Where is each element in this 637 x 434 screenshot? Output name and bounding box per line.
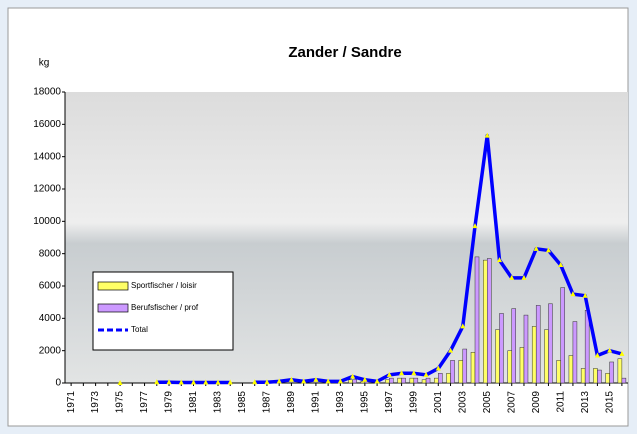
bar [353, 380, 357, 383]
x-tick-label: 1985 [237, 391, 248, 414]
x-tick-label: 1991 [311, 391, 322, 414]
x-tick-label: 2003 [457, 391, 468, 414]
x-tick-label: 1989 [286, 391, 297, 414]
legend-swatch [98, 282, 128, 290]
y-tick-label: 16000 [33, 119, 61, 130]
bar [499, 313, 503, 383]
legend-label: Sportfischer / loisir [131, 281, 197, 290]
x-tick-label: 2013 [580, 391, 591, 414]
bar [508, 351, 512, 383]
x-tick-label: 1999 [408, 391, 419, 414]
bar [618, 359, 622, 383]
bar [557, 360, 561, 383]
y-tick-label: 2000 [39, 345, 62, 356]
x-tick-label: 1987 [262, 391, 273, 414]
page: {"chart_data": { "type": "bar-line", "ti… [0, 0, 637, 434]
bar [402, 378, 406, 383]
x-tick-label: 1995 [359, 391, 370, 414]
x-tick-label: 1977 [139, 391, 150, 414]
bar [512, 309, 516, 383]
y-tick-label: 8000 [39, 248, 62, 259]
bar [597, 370, 601, 383]
bar [520, 347, 524, 383]
bar [532, 326, 536, 383]
bar [426, 378, 430, 383]
bar [471, 352, 475, 383]
x-tick-label: 2011 [555, 391, 566, 413]
bar [544, 330, 548, 383]
bar [569, 356, 573, 383]
bar [581, 368, 585, 383]
y-tick-label: 4000 [39, 313, 62, 324]
x-tick-label: 1997 [384, 391, 395, 414]
bar [475, 257, 479, 383]
x-tick-label: 1983 [213, 391, 224, 414]
x-tick-label: 1971 [66, 391, 77, 414]
bar [451, 360, 455, 383]
bar [422, 380, 426, 383]
bar [561, 288, 565, 383]
y-tick-label: 6000 [39, 281, 62, 292]
bar [447, 373, 451, 383]
bar [593, 368, 597, 383]
legend-label: Berufsfischer / prof [131, 303, 199, 312]
bar [606, 373, 610, 383]
x-tick-label: 2007 [506, 391, 517, 414]
bar [536, 305, 540, 383]
x-tick-label: 2005 [482, 391, 493, 414]
bar [495, 330, 499, 383]
bar [463, 349, 467, 383]
bar [548, 304, 552, 383]
bar [349, 380, 353, 383]
y-tick-label: 14000 [33, 151, 61, 162]
bar [438, 373, 442, 383]
bar [585, 310, 589, 383]
x-tick-label: 2009 [531, 391, 542, 414]
x-tick-label: 1973 [90, 391, 101, 414]
legend-label: Total [131, 325, 148, 334]
bar [434, 378, 438, 383]
bar [385, 380, 389, 383]
bar [487, 259, 491, 383]
y-tick-label: 10000 [33, 216, 61, 227]
bar [414, 378, 418, 383]
bar [398, 378, 402, 383]
legend-swatch [98, 304, 128, 312]
bar [622, 378, 626, 383]
x-tick-label: 2015 [604, 391, 615, 414]
y-tick-label: 18000 [33, 87, 61, 98]
bar [459, 360, 463, 383]
y-tick-label: 12000 [33, 184, 61, 195]
x-tick-label: 1979 [164, 391, 175, 414]
chart-title: Zander / Sandre [288, 44, 401, 61]
x-tick-label: 1993 [335, 391, 346, 414]
bar [410, 378, 414, 383]
bar [573, 322, 577, 383]
x-tick-label: 1981 [188, 391, 199, 414]
y-tick-label: 0 [55, 378, 61, 389]
y-axis-label: kg [39, 58, 50, 69]
chart: Zander / Sandre kg 0 2000 4000 6000 8000 1000… [0, 0, 637, 434]
x-tick-label: 2001 [433, 391, 444, 414]
bar [483, 260, 487, 383]
x-tick-label: 1975 [115, 391, 126, 414]
bar [610, 362, 614, 383]
bar [524, 315, 528, 383]
bar [389, 378, 393, 383]
